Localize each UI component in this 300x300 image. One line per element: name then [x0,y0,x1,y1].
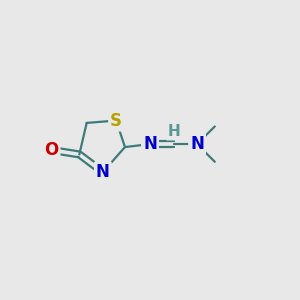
Text: N: N [190,135,204,153]
Text: S: S [110,112,122,130]
Text: O: O [44,141,58,159]
Text: N: N [96,163,110,181]
Text: N: N [143,135,157,153]
Text: H: H [167,124,180,139]
